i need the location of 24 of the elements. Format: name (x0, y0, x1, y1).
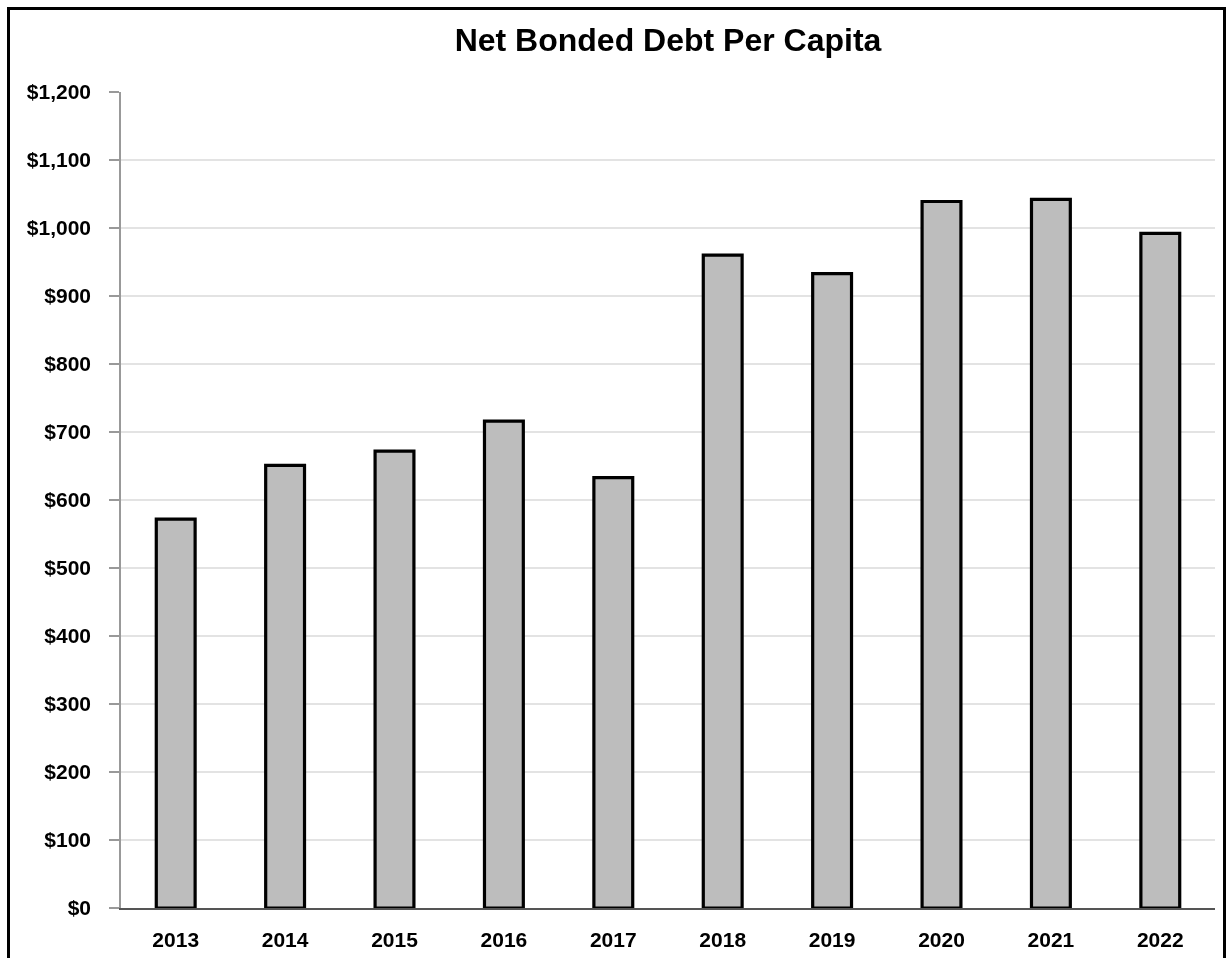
y-tick-label: $600 (44, 488, 92, 512)
x-tick-label: 2020 (918, 927, 965, 951)
y-tick-label: $100 (44, 828, 92, 852)
x-tick-label: 2015 (371, 927, 419, 951)
x-tick-label: 2016 (480, 927, 528, 951)
y-tick-label: $300 (44, 692, 92, 716)
y-tick-label: $1,200 (26, 80, 92, 104)
x-tick-label: 2018 (699, 927, 747, 951)
y-tick-label: $700 (44, 420, 92, 444)
y-tick-label: $200 (44, 760, 92, 784)
y-tick-label: $500 (44, 556, 92, 580)
x-tick-label: 2014 (261, 927, 309, 951)
y-tick-label: $0 (67, 896, 92, 920)
y-tick-label: $900 (44, 284, 92, 308)
x-tick-label: 2021 (1027, 927, 1075, 951)
y-tick-label: $800 (44, 352, 92, 376)
x-tick-label: 2022 (1136, 927, 1184, 951)
x-tick-label: 2013 (152, 927, 200, 951)
y-tick-label: $1,000 (26, 216, 92, 240)
chart-title: Net Bonded Debt Per Capita (454, 22, 882, 59)
x-tick-label: 2017 (589, 927, 637, 951)
x-tick-label: 2019 (808, 927, 856, 951)
y-tick-label: $400 (44, 624, 92, 648)
y-tick-label: $1,100 (26, 148, 92, 172)
